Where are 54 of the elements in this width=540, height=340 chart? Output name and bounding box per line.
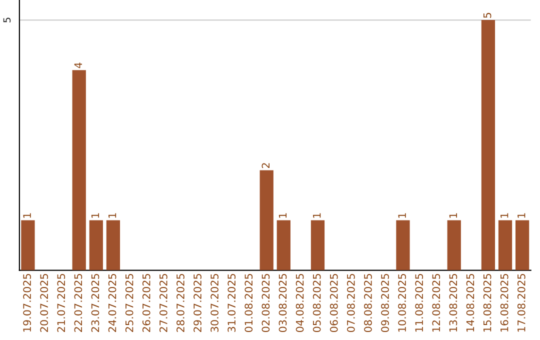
x-tick-label: 17.08.2025 xyxy=(517,274,526,332)
x-tick-label: 01.08.2025 xyxy=(244,274,253,332)
bar xyxy=(447,220,461,270)
x-tick-label: 29.07.2025 xyxy=(194,274,202,332)
data-label: 1 xyxy=(278,213,287,218)
x-tick-label: 20.07.2025 xyxy=(40,274,48,332)
x-tick-label: 13.08.2025 xyxy=(449,274,458,332)
bar xyxy=(106,220,120,270)
x-tick-label: 22.07.2025 xyxy=(74,274,82,332)
x-tick-label: 23.07.2025 xyxy=(91,274,100,332)
bar xyxy=(260,170,274,270)
bar xyxy=(276,220,290,270)
x-tick-label: 12.08.2025 xyxy=(432,274,440,332)
data-label: 1 xyxy=(108,213,116,218)
data-label: 1 xyxy=(91,213,100,218)
x-tick-label: 07.08.2025 xyxy=(346,274,355,332)
x-tick-label: 16.08.2025 xyxy=(500,274,508,332)
x-tick-label: 26.07.2025 xyxy=(142,274,150,332)
bar xyxy=(310,220,325,270)
x-tick-label: 19.07.2025 xyxy=(23,274,31,332)
x-tick-label: 05.08.2025 xyxy=(312,274,321,332)
data-label: 1 xyxy=(23,213,31,218)
data-label: 1 xyxy=(449,213,457,218)
x-tick-label: 25.07.2025 xyxy=(125,274,134,332)
bar xyxy=(396,220,410,270)
x-tick-label: 21.07.2025 xyxy=(57,274,66,332)
data-label: 1 xyxy=(398,213,406,218)
bar xyxy=(498,220,512,270)
x-tick-label: 24.07.2025 xyxy=(108,274,116,332)
x-tick-label: 10.08.2025 xyxy=(398,274,406,332)
x-tick-label: 27.07.2025 xyxy=(159,274,168,332)
bar xyxy=(481,20,496,270)
x-tick-label: 08.08.2025 xyxy=(364,274,372,332)
data-label: 1 xyxy=(313,213,321,218)
x-tick-label: 28.07.2025 xyxy=(176,274,184,332)
x-tick-label: 04.08.2025 xyxy=(296,274,304,332)
bar xyxy=(89,220,103,270)
data-label: 5 xyxy=(483,12,492,18)
x-tick-label: 30.07.2025 xyxy=(210,274,218,332)
x-tick-label: 14.08.2025 xyxy=(466,274,474,332)
x-tick-label: 31.07.2025 xyxy=(228,274,236,332)
x-tick-label: 03.08.2025 xyxy=(278,274,287,332)
data-label: 4 xyxy=(74,62,82,68)
x-tick-label: 11.08.2025 xyxy=(415,274,424,332)
data-label: 1 xyxy=(518,213,526,218)
data-label: 1 xyxy=(500,213,508,218)
x-tick-label: 15.08.2025 xyxy=(483,274,492,332)
x-tick-label: 09.08.2025 xyxy=(381,274,389,332)
data-label: 2 xyxy=(262,163,270,168)
bar xyxy=(515,220,530,270)
bar xyxy=(72,70,86,270)
bar xyxy=(21,220,35,270)
x-tick-label: 06.08.2025 xyxy=(330,274,338,332)
x-tick-label: 02.08.2025 xyxy=(262,274,270,332)
